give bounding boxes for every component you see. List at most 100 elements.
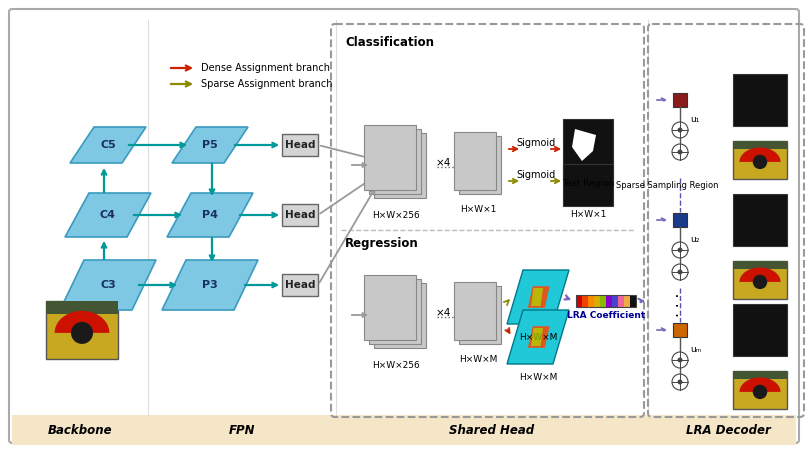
Text: · · ·: · · · [672, 293, 688, 317]
Polygon shape [507, 270, 569, 324]
FancyBboxPatch shape [576, 295, 582, 307]
Text: Dense Assignment branch: Dense Assignment branch [201, 63, 330, 73]
FancyBboxPatch shape [618, 295, 624, 307]
Text: P5: P5 [202, 140, 218, 150]
FancyBboxPatch shape [282, 134, 318, 156]
FancyBboxPatch shape [733, 194, 787, 246]
Polygon shape [507, 310, 569, 364]
FancyBboxPatch shape [673, 93, 687, 107]
Text: ×4: ×4 [436, 158, 452, 168]
Circle shape [677, 150, 683, 155]
Polygon shape [55, 311, 109, 333]
Circle shape [672, 374, 688, 390]
Text: Sigmoid: Sigmoid [516, 170, 556, 180]
Polygon shape [528, 326, 549, 348]
Circle shape [677, 248, 683, 253]
FancyBboxPatch shape [733, 141, 787, 179]
Text: Backbone: Backbone [48, 424, 112, 436]
Text: uₘ: uₘ [690, 345, 701, 354]
FancyBboxPatch shape [46, 301, 118, 314]
Text: C5: C5 [100, 140, 116, 150]
Text: H×W×1: H×W×1 [570, 210, 606, 219]
FancyBboxPatch shape [454, 282, 496, 340]
FancyBboxPatch shape [459, 136, 501, 194]
FancyBboxPatch shape [582, 295, 588, 307]
Circle shape [677, 127, 683, 132]
Text: P4: P4 [202, 210, 218, 220]
Text: C4: C4 [100, 210, 116, 220]
Circle shape [672, 144, 688, 160]
Text: C3: C3 [100, 280, 116, 290]
Circle shape [71, 322, 93, 344]
Polygon shape [739, 378, 781, 392]
Text: LRA Decoder: LRA Decoder [686, 424, 770, 436]
Text: LRA Coefficient: LRA Coefficient [567, 311, 645, 320]
Polygon shape [60, 260, 156, 310]
Polygon shape [531, 328, 543, 346]
Circle shape [677, 358, 683, 363]
FancyBboxPatch shape [364, 125, 416, 189]
Polygon shape [65, 193, 151, 237]
FancyBboxPatch shape [733, 371, 787, 379]
Circle shape [672, 264, 688, 280]
Text: Sparse Sampling Region: Sparse Sampling Region [616, 181, 718, 189]
FancyBboxPatch shape [563, 119, 613, 179]
FancyBboxPatch shape [733, 261, 787, 269]
Polygon shape [528, 286, 549, 308]
Text: u₁: u₁ [690, 116, 700, 125]
FancyBboxPatch shape [624, 295, 630, 307]
Text: Text Region: Text Region [562, 179, 614, 188]
Circle shape [677, 269, 683, 274]
FancyBboxPatch shape [46, 301, 118, 359]
Polygon shape [572, 129, 596, 161]
Text: Head: Head [284, 140, 315, 150]
Text: Shared Head: Shared Head [449, 424, 535, 436]
Text: FPN: FPN [229, 424, 255, 436]
FancyBboxPatch shape [364, 274, 416, 339]
Text: P3: P3 [202, 280, 218, 290]
Circle shape [672, 352, 688, 368]
FancyBboxPatch shape [733, 261, 787, 299]
FancyBboxPatch shape [282, 204, 318, 226]
FancyBboxPatch shape [454, 132, 496, 190]
FancyBboxPatch shape [630, 295, 636, 307]
Text: Regression: Regression [345, 238, 419, 251]
Text: Classification: Classification [345, 35, 434, 49]
FancyBboxPatch shape [563, 164, 613, 206]
FancyBboxPatch shape [733, 141, 787, 149]
Text: Sigmoid: Sigmoid [516, 138, 556, 148]
Polygon shape [162, 260, 258, 310]
FancyBboxPatch shape [588, 295, 594, 307]
FancyBboxPatch shape [374, 132, 426, 197]
FancyBboxPatch shape [594, 295, 600, 307]
Circle shape [753, 384, 768, 399]
Text: H×W×256: H×W×256 [372, 361, 420, 370]
FancyBboxPatch shape [612, 295, 618, 307]
Circle shape [753, 275, 768, 289]
Polygon shape [167, 193, 253, 237]
FancyBboxPatch shape [459, 286, 501, 344]
FancyBboxPatch shape [369, 278, 421, 344]
FancyBboxPatch shape [606, 295, 612, 307]
Text: H×W×M: H×W×M [459, 355, 497, 364]
Text: H×W×M: H×W×M [519, 373, 558, 382]
Text: H×W×1: H×W×1 [460, 205, 496, 214]
FancyBboxPatch shape [282, 274, 318, 296]
Text: Sparse Assignment branch: Sparse Assignment branch [201, 79, 333, 89]
Text: H×W×M: H×W×M [519, 333, 558, 342]
Polygon shape [739, 147, 781, 162]
Polygon shape [739, 268, 781, 282]
FancyBboxPatch shape [600, 295, 606, 307]
Polygon shape [70, 127, 146, 163]
Circle shape [677, 379, 683, 384]
FancyBboxPatch shape [12, 415, 796, 445]
FancyBboxPatch shape [9, 9, 799, 443]
FancyBboxPatch shape [673, 213, 687, 227]
Circle shape [753, 155, 768, 169]
Text: Head: Head [284, 210, 315, 220]
Polygon shape [531, 288, 543, 306]
Circle shape [672, 242, 688, 258]
Text: ×4: ×4 [436, 308, 452, 318]
FancyBboxPatch shape [733, 371, 787, 409]
Circle shape [672, 122, 688, 138]
